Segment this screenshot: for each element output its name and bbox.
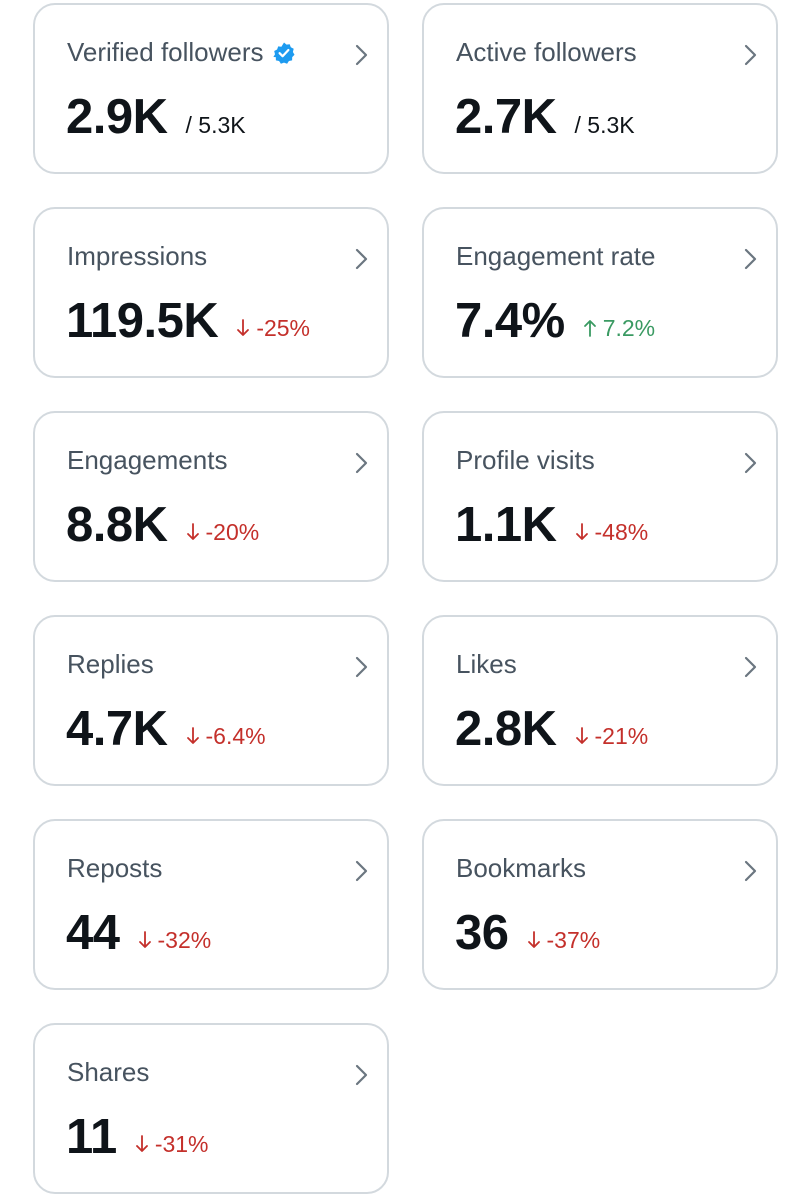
card-active-followers[interactable]: Active followers 2.7K / 5.3K: [422, 3, 778, 174]
chevron-right-icon: [744, 44, 757, 66]
card-shares[interactable]: Shares 11 -31%: [33, 1023, 389, 1194]
card-value: 36: [455, 906, 509, 960]
card-title: Shares: [67, 1057, 149, 1088]
arrow-down-icon: [575, 523, 588, 540]
card-verified-followers[interactable]: Verified followers 2.9K / 5.3K: [33, 3, 389, 174]
card-change: -21%: [575, 722, 649, 750]
card-value: 2.9K: [66, 90, 168, 144]
card-change-value: -21%: [594, 722, 649, 749]
arrow-down-icon: [575, 727, 588, 744]
card-value-row: 119.5K -25%: [66, 293, 310, 349]
card-change-value: -6.4%: [205, 722, 266, 749]
card-title: Bookmarks: [456, 853, 586, 884]
card-title: Verified followers: [67, 37, 296, 68]
card-reposts[interactable]: Reposts 44 -32%: [33, 819, 389, 990]
card-change-value: -32%: [157, 926, 212, 953]
card-change: -20%: [186, 518, 260, 546]
card-value-row: 44 -32%: [66, 905, 211, 961]
card-engagement-rate[interactable]: Engagement rate 7.4% 7.2%: [422, 207, 778, 378]
card-title-label: Impressions: [67, 241, 208, 271]
card-value-row: 1.1K -48%: [455, 497, 648, 553]
arrow-down-icon: [237, 319, 250, 336]
card-engagements[interactable]: Engagements 8.8K -20%: [33, 411, 389, 582]
card-likes[interactable]: Likes 2.8K -21%: [422, 615, 778, 786]
card-value-row: 2.7K / 5.3K: [455, 89, 635, 145]
card-title-label: Engagements: [67, 445, 228, 475]
card-total: / 5.3K: [185, 112, 246, 138]
arrow-down-icon: [186, 523, 199, 540]
card-impressions[interactable]: Impressions 119.5K -25%: [33, 207, 389, 378]
card-value-row: 11 -31%: [66, 1109, 209, 1165]
card-change: -6.4%: [186, 723, 266, 750]
card-title: Reposts: [67, 853, 162, 884]
card-value-row: 36 -37%: [455, 905, 600, 961]
card-change-value: -20%: [205, 518, 260, 545]
chevron-right-icon: [355, 860, 368, 882]
card-title-label: Active followers: [456, 37, 637, 67]
card-change-value: 7.2%: [602, 314, 656, 341]
card-value-row: 7.4% 7.2%: [455, 293, 655, 349]
card-value-row: 4.7K -6.4%: [66, 701, 266, 757]
card-change: -31%: [135, 1131, 209, 1158]
verified-badge-icon: [272, 42, 295, 64]
card-profile-visits[interactable]: Profile visits 1.1K -48%: [422, 411, 778, 582]
card-change: -32%: [138, 926, 212, 954]
card-title: Active followers: [456, 37, 637, 68]
chevron-right-icon: [744, 656, 757, 678]
chevron-right-icon: [744, 452, 757, 474]
card-title-label: Replies: [67, 649, 154, 679]
arrow-down-icon: [186, 727, 199, 744]
card-title-label: Reposts: [67, 853, 163, 883]
card-change-value: -25%: [256, 314, 311, 341]
card-title-label: Bookmarks: [456, 853, 587, 883]
arrow-down-icon: [138, 931, 151, 948]
card-title: Engagement rate: [456, 241, 655, 272]
card-change: -37%: [527, 926, 601, 954]
chevron-right-icon: [355, 452, 368, 474]
chevron-right-icon: [744, 860, 757, 882]
arrow-up-icon: [583, 320, 596, 337]
arrow-down-icon: [527, 931, 540, 948]
card-title: Profile visits: [456, 445, 595, 476]
chevron-right-icon: [744, 248, 757, 270]
card-change: -25%: [236, 315, 310, 342]
chevron-right-icon: [355, 44, 368, 66]
card-change: 7.2%: [583, 315, 655, 342]
card-value: 8.8K: [66, 498, 168, 552]
card-total: / 5.3K: [574, 112, 635, 138]
card-value: 7.4%: [455, 294, 565, 348]
card-value: 2.8K: [455, 702, 557, 756]
card-change-value: -48%: [594, 518, 649, 545]
card-value: 1.1K: [455, 498, 557, 552]
card-title-label: Profile visits: [456, 445, 595, 475]
card-title-label: Likes: [456, 649, 517, 679]
card-bookmarks[interactable]: Bookmarks 36 -37%: [422, 819, 778, 990]
chevron-right-icon: [355, 656, 368, 678]
card-value: 11: [66, 1110, 117, 1164]
chevron-right-icon: [355, 1064, 368, 1086]
metrics-grid: Verified followers 2.9K / 5.3K Active fo…: [33, 3, 778, 1194]
card-title: Replies: [67, 649, 154, 680]
card-title-label: Shares: [67, 1057, 150, 1087]
chevron-right-icon: [355, 248, 368, 270]
card-replies[interactable]: Replies 4.7K -6.4%: [33, 615, 389, 786]
card-change: -48%: [575, 518, 649, 546]
card-value-row: 2.8K -21%: [455, 701, 648, 757]
card-title: Impressions: [67, 241, 207, 272]
card-value: 119.5K: [66, 294, 219, 348]
arrow-down-icon: [135, 1135, 148, 1152]
card-title-label: Verified followers: [67, 37, 264, 67]
card-value: 44: [66, 906, 120, 960]
card-title-label: Engagement rate: [456, 241, 656, 271]
card-value-row: 8.8K -20%: [66, 497, 259, 553]
card-title: Engagements: [67, 445, 227, 476]
card-value: 2.7K: [455, 90, 557, 144]
card-value-row: 2.9K / 5.3K: [66, 89, 246, 145]
card-title: Likes: [456, 649, 517, 680]
card-value: 4.7K: [66, 702, 168, 756]
card-change-value: -31%: [154, 1130, 209, 1157]
card-change-value: -37%: [546, 926, 601, 953]
